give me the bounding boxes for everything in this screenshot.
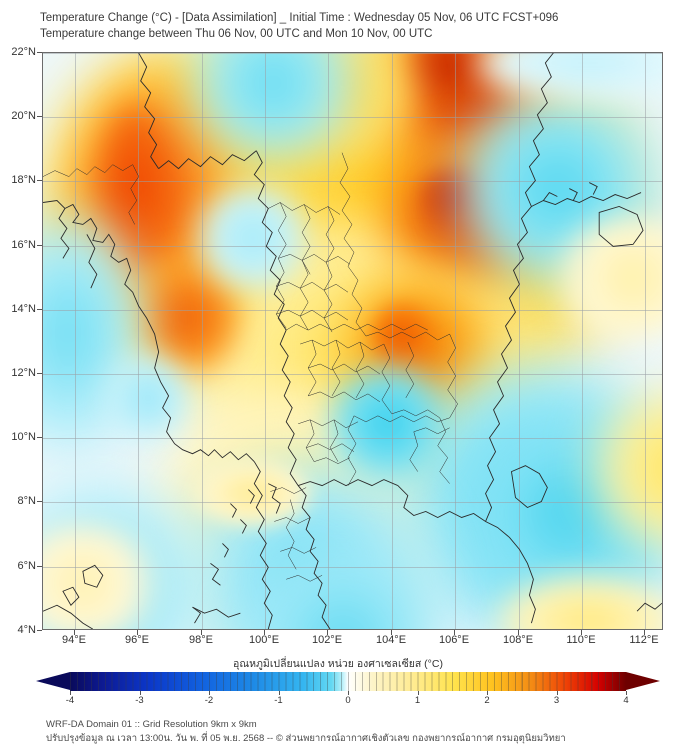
grid-line-vertical [328, 53, 330, 629]
colorbar-tick-label: 2 [484, 695, 490, 706]
y-axis-tick [37, 116, 42, 117]
x-axis-label: 106°E [438, 634, 470, 646]
x-axis-label: 100°E [248, 634, 280, 646]
grid-line-horizontal [43, 245, 662, 247]
y-axis-tick [37, 630, 42, 631]
grid-line-vertical [391, 53, 393, 629]
x-axis-label: 94°E [62, 634, 86, 646]
grid-line-horizontal [43, 438, 662, 440]
colorbar-tick [348, 691, 349, 695]
colorbar-tick-label: -3 [135, 695, 144, 706]
grid-line-horizontal [43, 53, 662, 54]
y-axis-label: 16°N [11, 239, 36, 251]
grid-line-vertical [74, 53, 76, 629]
grid-line-vertical [455, 53, 457, 629]
footer-line-1: WRF-DA Domain 01 :: Grid Resolution 9km … [46, 719, 257, 730]
x-axis-tick [264, 630, 265, 635]
y-axis-label: 20°N [11, 110, 36, 122]
map-plot-area [42, 52, 663, 630]
x-axis-label: 112°E [629, 634, 659, 646]
colorbar-tick [556, 691, 558, 695]
x-axis-label: 108°E [502, 634, 534, 646]
grid-line-horizontal [43, 309, 662, 311]
grid-line-vertical [264, 53, 266, 629]
x-axis-label: 104°E [375, 634, 407, 646]
coastline-and-border-overlay [43, 53, 662, 629]
grid-line-vertical [201, 53, 203, 629]
y-axis-tick [37, 52, 42, 53]
colorbar-tick [209, 691, 210, 695]
x-axis-tick [137, 630, 138, 635]
colorbar-tick-label: -1 [274, 695, 283, 706]
grid-line-vertical [138, 53, 140, 629]
x-axis-tick [201, 630, 202, 635]
grid-line-horizontal [43, 117, 662, 119]
x-axis-tick [391, 630, 392, 635]
y-axis-label: 4°N [17, 624, 36, 636]
colorbar-tick-label: 3 [553, 695, 560, 706]
colorbar-title: อุณหภูมิเปลี่ยนแปลง หน่วย องศาเซลเซียส (… [233, 658, 443, 670]
grid-line-vertical [581, 53, 583, 629]
colorbar-under-arrow [36, 672, 70, 690]
y-axis-tick [37, 309, 42, 310]
x-axis-label: 102°E [311, 634, 343, 646]
colorbar-tick-label: 0 [345, 695, 351, 706]
y-axis-tick [37, 245, 42, 246]
colorbar-segment-lines [70, 672, 626, 691]
y-axis-label: 6°N [17, 560, 36, 572]
chart-title-line-1: Temperature Change (°C) - [Data Assimila… [40, 12, 559, 24]
y-axis-tick [37, 180, 42, 181]
colorbar: อุณหภูมิเปลี่ยนแปลง หน่วย องศาเซลเซียส (… [0, 655, 676, 715]
colorbar-tick [417, 691, 419, 695]
x-axis-tick [581, 630, 582, 635]
x-axis-tick [644, 630, 645, 635]
footer-block: WRF-DA Domain 01 :: Grid Resolution 9km … [46, 718, 666, 746]
grid-line-vertical [645, 53, 647, 629]
y-axis-tick [37, 501, 42, 502]
colorbar-tick [70, 691, 71, 695]
temperature-anomaly-field [43, 53, 662, 629]
colorbar-tick-label: 4 [623, 695, 629, 706]
colorbar-tick [139, 691, 141, 695]
colorbar-tick-label: -4 [65, 695, 75, 706]
grid-line-horizontal [43, 181, 662, 183]
colorbar-gradient [70, 672, 626, 691]
y-axis-label: 14°N [11, 303, 36, 315]
colorbar-tick-label: -2 [204, 695, 214, 706]
chart-title-block: Temperature Change (°C) - [Data Assimila… [40, 10, 660, 42]
colorbar-tick [626, 691, 627, 695]
x-axis-label: 98°E [189, 634, 213, 646]
colorbar-tick [278, 691, 280, 695]
footer-line-2: ปรับปรุงข้อมูล ณ เวลา 13:00น. วัน พ. ที่… [46, 733, 566, 744]
y-axis-label: 22°N [11, 46, 36, 58]
y-axis-label: 18°N [11, 174, 36, 186]
y-axis-tick [37, 373, 42, 374]
y-axis-label: 12°N [11, 367, 36, 379]
x-axis-label: 110°E [566, 634, 596, 646]
chart-title-line-2: Temperature change between Thu 06 Nov, 0… [40, 28, 433, 40]
grid-line-vertical [518, 53, 520, 629]
y-axis-tick [37, 437, 42, 438]
y-axis-label: 10°N [11, 431, 36, 443]
colorbar-tick [487, 691, 488, 695]
grid-line-horizontal [43, 374, 662, 375]
x-axis-tick [454, 630, 455, 635]
y-axis-label: 8°N [17, 495, 36, 507]
grid-line-horizontal [43, 502, 662, 504]
grid-line-horizontal [43, 566, 662, 568]
colorbar-over-arrow [626, 672, 660, 690]
x-axis-tick [74, 630, 75, 635]
colorbar-tick-label: 1 [414, 695, 421, 706]
x-axis-tick [327, 630, 328, 635]
x-axis-tick [518, 630, 519, 635]
x-axis-label: 96°E [125, 634, 149, 646]
y-axis-tick [37, 566, 42, 567]
